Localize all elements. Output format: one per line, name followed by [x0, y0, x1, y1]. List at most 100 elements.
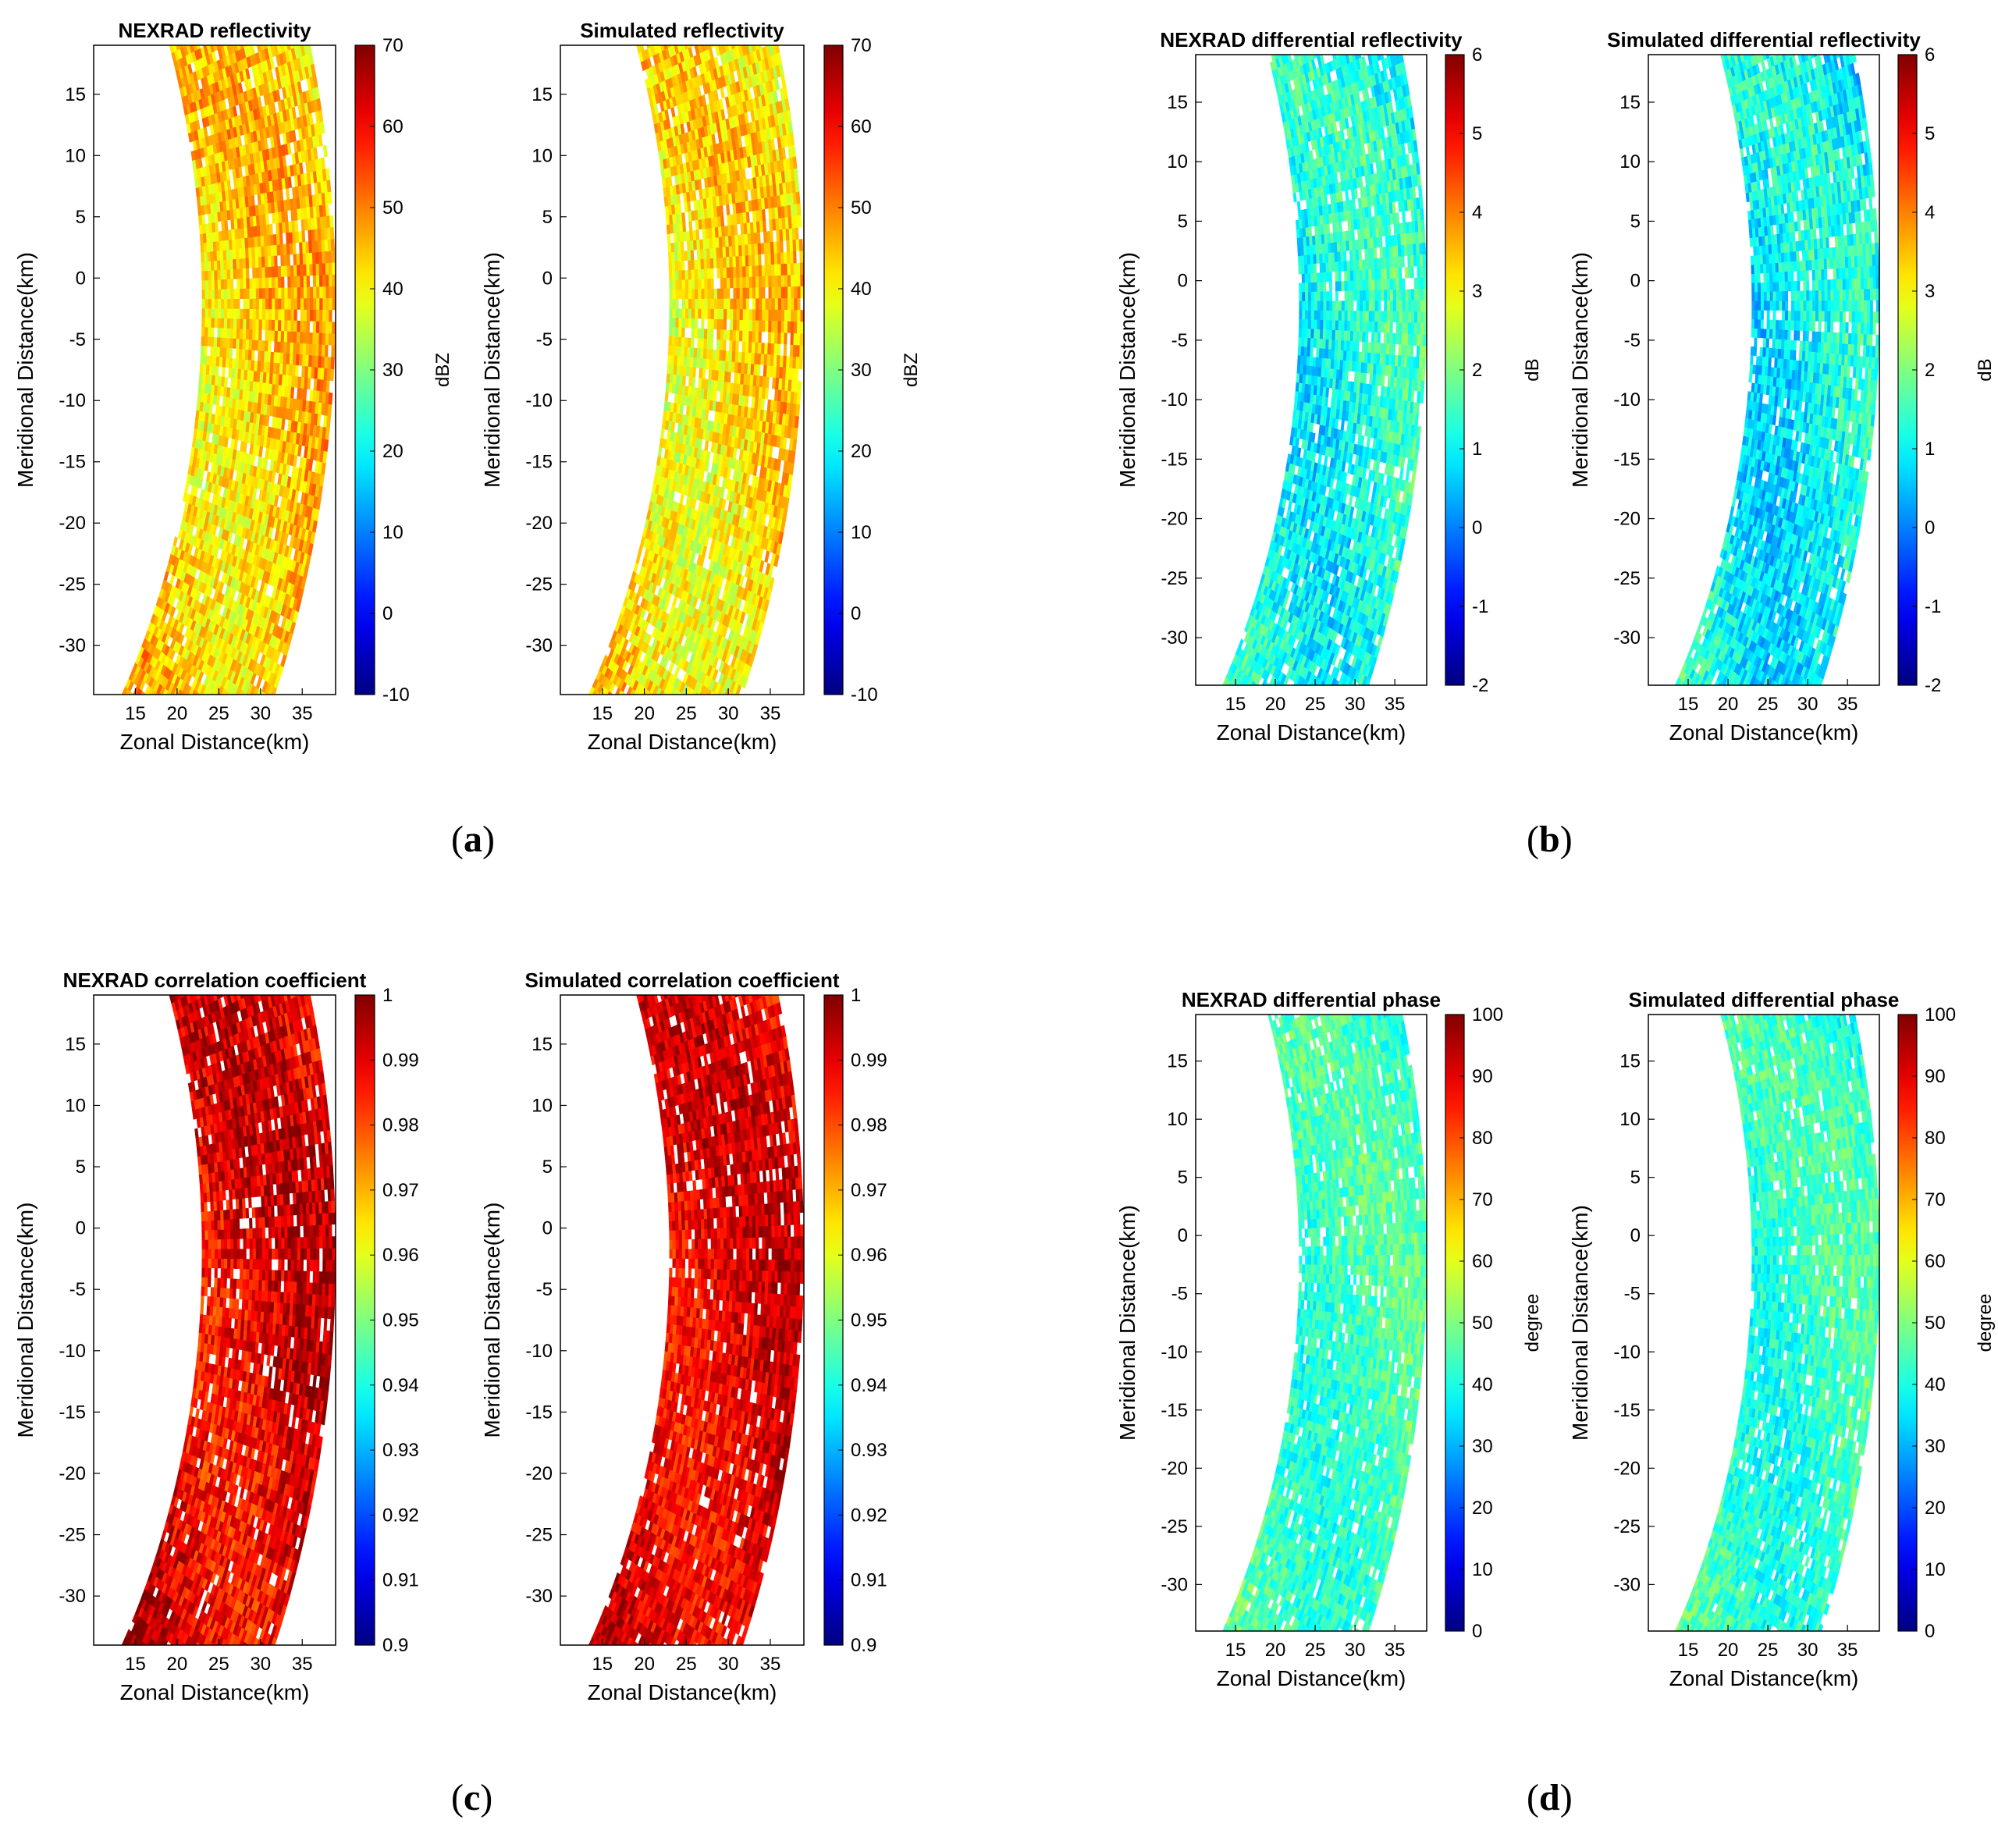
- chart-title: NEXRAD correlation coefficient: [63, 968, 367, 992]
- y-tick-label: -15: [1161, 449, 1188, 470]
- x-axis-label: Zonal Distance(km): [1669, 1666, 1859, 1690]
- y-tick-label: -30: [59, 635, 86, 656]
- chart-title: Simulated reflectivity: [580, 19, 784, 42]
- y-tick-label: -15: [59, 1402, 86, 1423]
- colorbar-tick-label: 0.98: [851, 1115, 887, 1136]
- y-tick-label: 15: [531, 84, 553, 105]
- colorbar-tick-label: 2: [1925, 360, 1935, 381]
- y-tick-label: 0: [1630, 1225, 1641, 1246]
- colorbar-tick-label: 0.91: [851, 1570, 887, 1591]
- subfigure-label-d: (d): [1527, 1776, 1573, 1819]
- x-tick-label: 35: [1385, 694, 1406, 715]
- x-tick-label: 20: [1265, 1640, 1286, 1661]
- colorbar-tick-label: 0: [1925, 517, 1935, 538]
- y-tick-label: -30: [1613, 627, 1641, 649]
- y-tick-label: 10: [531, 145, 553, 166]
- x-tick-label: 30: [1797, 694, 1818, 715]
- colorbar-tick-label: 0.99: [851, 1050, 887, 1071]
- chart-title: Simulated differential reflectivity: [1607, 28, 1921, 52]
- y-tick-label: 10: [1167, 151, 1188, 172]
- colorbar-tick-label: 40: [1925, 1374, 1946, 1395]
- y-tick-label: 5: [542, 207, 553, 228]
- colorbar-tick-label: 0.91: [382, 1570, 419, 1591]
- y-tick-label: 0: [542, 1218, 553, 1239]
- chart-title: Simulated correlation coefficient: [524, 968, 839, 992]
- y-tick-label: -20: [59, 1463, 86, 1484]
- y-tick-label: -10: [1161, 389, 1188, 410]
- y-tick-label: -10: [59, 390, 86, 411]
- colorbar-tick-label: 0: [382, 603, 393, 624]
- colorbar-tick-label: 80: [1472, 1128, 1493, 1149]
- x-tick-label: 15: [592, 703, 613, 724]
- colorbar-label: dBZ: [432, 353, 453, 387]
- colorbar-tick-label: 20: [1925, 1498, 1946, 1519]
- y-tick-label: -30: [525, 1586, 553, 1607]
- x-tick-label: 15: [1225, 1640, 1246, 1661]
- y-tick-label: 5: [542, 1157, 553, 1178]
- colorbar-tick-label: 4: [1472, 202, 1482, 223]
- y-axis-label: Meridional Distance(km): [1115, 1205, 1139, 1441]
- colorbar-label: dBZ: [901, 353, 922, 387]
- x-axis-label: Zonal Distance(km): [120, 1680, 310, 1704]
- y-tick-label: 15: [1167, 1051, 1188, 1072]
- colorbar-tick-label: 4: [1925, 202, 1935, 223]
- x-tick-label: 35: [1837, 694, 1858, 715]
- x-tick-label: 20: [167, 1654, 188, 1675]
- colorbar-tick-label: 90: [1925, 1066, 1946, 1087]
- colorbar-tick-label: 10: [851, 522, 872, 543]
- chart-title: Simulated differential phase: [1629, 988, 1900, 1011]
- colorbar-tick-label: 0.95: [851, 1310, 887, 1331]
- colorbar-tick-label: 0.94: [851, 1375, 887, 1396]
- colorbar-label: degree: [1522, 1294, 1543, 1352]
- colorbar-tick-label: 40: [1472, 1374, 1493, 1395]
- y-tick-label: 10: [531, 1095, 553, 1116]
- chart-title: NEXRAD differential phase: [1182, 988, 1441, 1011]
- colorbar-tick-label: 50: [382, 197, 404, 219]
- y-tick-label: 5: [76, 1157, 86, 1178]
- y-tick-label: -10: [525, 390, 553, 411]
- y-axis-label: Meridional Distance(km): [1568, 252, 1592, 488]
- x-axis-label: Zonal Distance(km): [588, 1680, 777, 1704]
- colorbar-tick-label: 0.94: [382, 1375, 419, 1396]
- y-tick-label: 5: [1178, 211, 1188, 232]
- y-tick-label: 5: [1178, 1167, 1188, 1189]
- colorbar-tick-label: 50: [1925, 1313, 1946, 1334]
- y-tick-label: -5: [1171, 1284, 1188, 1305]
- colorbar-tick-label: 0.9: [382, 1635, 408, 1656]
- colorbar-tick-label: 0.99: [382, 1050, 419, 1071]
- y-tick-label: -25: [1613, 568, 1641, 589]
- colorbar-tick-label: 10: [1472, 1559, 1493, 1580]
- y-tick-label: -30: [525, 635, 553, 656]
- y-axis-label: Meridional Distance(km): [13, 1203, 37, 1438]
- y-tick-label: -5: [1624, 1284, 1641, 1305]
- colorbar-tick-label: 0.93: [382, 1440, 419, 1461]
- x-tick-label: 25: [676, 703, 697, 724]
- colorbar-tick-label: 3: [1925, 281, 1935, 302]
- x-tick-label: 15: [125, 1654, 146, 1675]
- colorbar-tick-label: 0.98: [382, 1115, 419, 1136]
- colorbar-tick-label: 0.96: [851, 1245, 887, 1266]
- chart-title: NEXRAD differential reflectivity: [1160, 28, 1463, 52]
- colorbar-tick-label: 0.95: [382, 1310, 419, 1331]
- colorbar-tick-label: 0.93: [851, 1440, 887, 1461]
- y-tick-label: 0: [76, 268, 86, 289]
- y-axis-label: Meridional Distance(km): [480, 1203, 504, 1438]
- colorbar-label: dB: [1975, 358, 1996, 381]
- x-tick-label: 25: [1758, 1640, 1779, 1661]
- y-tick-label: -20: [59, 513, 86, 534]
- colorbar-tick-label: 10: [1925, 1559, 1946, 1580]
- y-tick-label: -20: [1161, 1458, 1188, 1479]
- chart-title: NEXRAD reflectivity: [118, 19, 311, 42]
- colorbar-tick-label: -2: [1925, 675, 1941, 696]
- colorbar-tick-label: 10: [382, 522, 404, 543]
- colorbar-tick-label: -1: [1925, 596, 1941, 617]
- x-tick-label: 35: [292, 1654, 313, 1675]
- y-tick-label: -25: [1161, 1516, 1188, 1537]
- y-tick-label: -30: [1161, 1574, 1188, 1595]
